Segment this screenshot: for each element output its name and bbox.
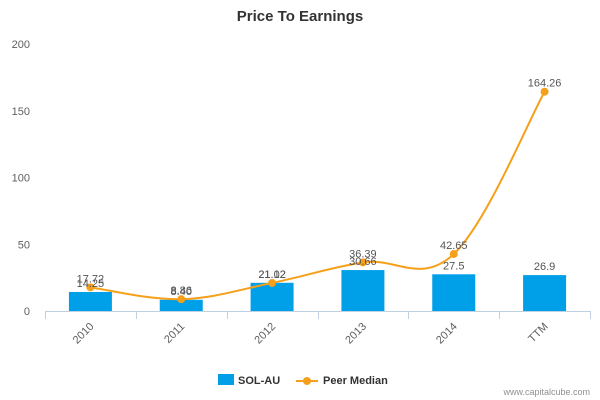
peer-median-point: [86, 283, 95, 292]
data-labels: 14.25 8.40 21.12 30.66 27.5 26.9 17.72 8.86 21.0…: [77, 78, 562, 298]
x-tick-label: 2014: [434, 321, 460, 347]
y-tick-label: 100: [12, 173, 30, 185]
legend[interactable]: SOL-AU Peer Median: [218, 374, 388, 387]
bar-value-label: 8.40: [171, 286, 192, 298]
legend-item-peer-median[interactable]: Peer Median: [296, 375, 388, 387]
y-tick-label: 50: [18, 239, 30, 251]
peer-median-point: [540, 87, 549, 96]
bar-value-label: 21.12: [258, 269, 286, 281]
legend-label-peer-median: Peer Median: [323, 375, 388, 387]
x-tick-label: 2013: [343, 321, 369, 347]
legend-swatch-sol-au: [218, 374, 234, 385]
credit-text: www.capitalcube.com: [502, 387, 590, 397]
peer-median-value-label: 8.86: [171, 285, 192, 297]
peer-median-value-label: 164.26: [528, 78, 562, 90]
peer-median-line: [86, 87, 549, 304]
y-tick-label: 150: [12, 106, 30, 118]
peer-median-point: [358, 258, 367, 267]
peer-median-value-label: 42.65: [440, 240, 468, 252]
x-tick-label: TTM: [526, 321, 550, 345]
sol-au-bars: [68, 270, 567, 311]
legend-item-sol-au[interactable]: SOL-AU: [218, 374, 280, 387]
peer-median-point: [177, 295, 186, 304]
bar-sol-au: [68, 291, 112, 311]
x-axis: 2010 2011 2012 2013 2014 TTM: [45, 311, 591, 346]
peer-median-point: [449, 250, 458, 259]
y-axis: 0 50 100 150 200: [12, 39, 30, 318]
bar-sol-au: [250, 282, 294, 311]
peer-median-value-label: 36.39: [349, 248, 377, 260]
legend-marker-peer-median: [303, 377, 311, 385]
peer-median-value-label: 17.72: [77, 273, 105, 285]
bar-value-label: 14.25: [77, 278, 105, 290]
x-tick-label: 2012: [252, 321, 278, 347]
bar-value-label: 30.66: [349, 256, 377, 268]
x-tick-label: 2010: [71, 321, 97, 347]
legend-label-sol-au: SOL-AU: [238, 375, 280, 387]
peer-median-path: [90, 91, 546, 301]
bar-value-label: 27.5: [443, 260, 464, 272]
peer-median-point: [268, 278, 277, 287]
chart-title: Price To Earnings: [237, 8, 363, 25]
peer-median-value-label: 21.02: [258, 269, 286, 281]
y-tick-label: 0: [24, 306, 30, 318]
bar-sol-au: [341, 270, 385, 311]
x-tick-label: 2011: [162, 321, 187, 346]
bar-sol-au: [432, 274, 476, 311]
bar-sol-au: [159, 299, 203, 311]
y-tick-label: 200: [12, 39, 30, 51]
bar-value-label: 26.9: [534, 261, 555, 273]
bar-sol-au: [523, 275, 567, 311]
